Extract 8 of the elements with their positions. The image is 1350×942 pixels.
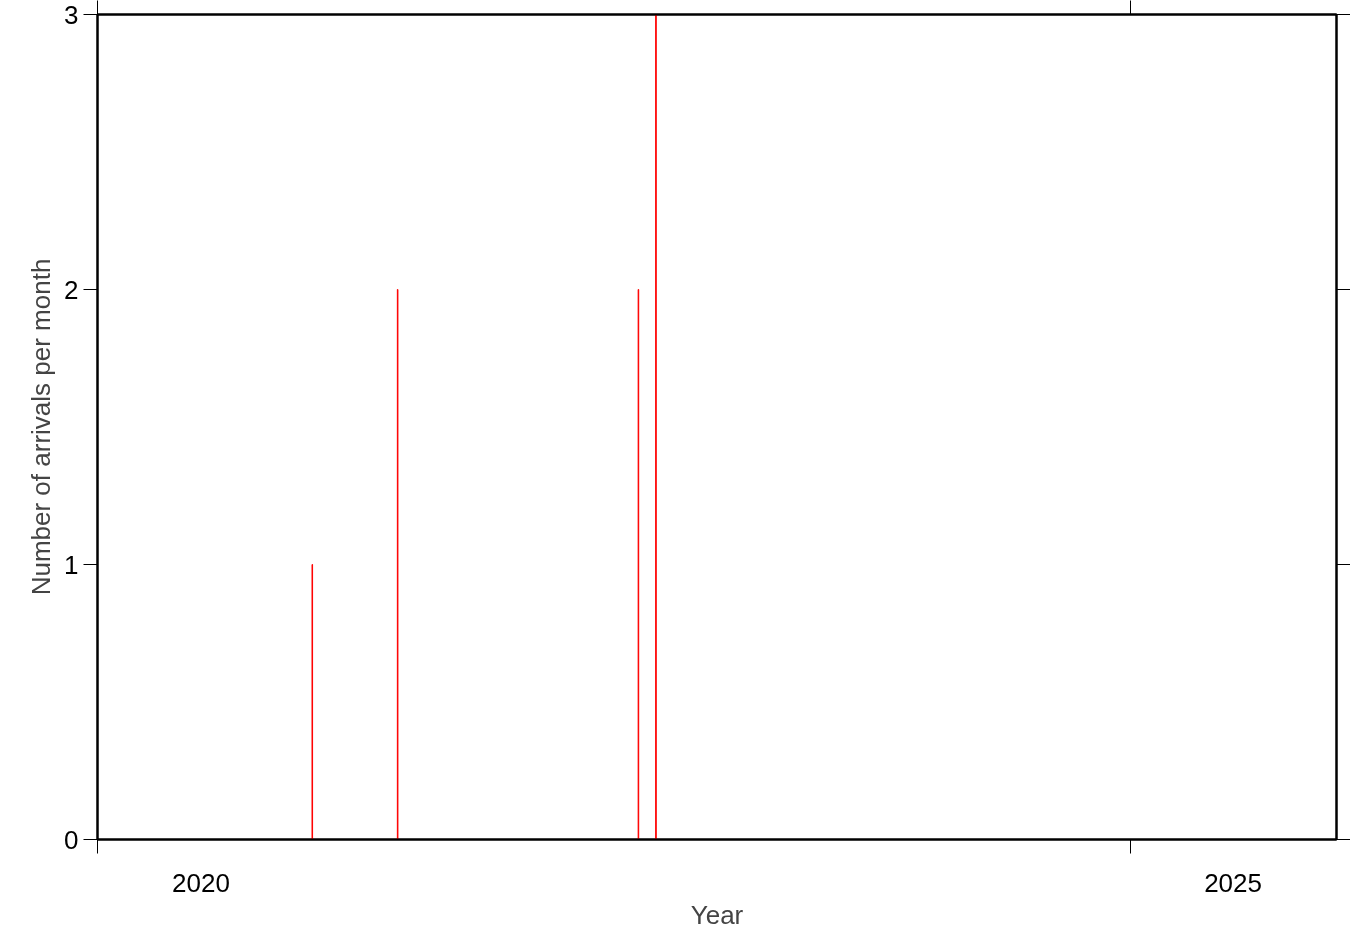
y-axis-title: Number of arrivals per month [26, 258, 57, 596]
x-axis-title: Year [690, 899, 744, 930]
y-tick-label: 2 [64, 274, 79, 305]
y-tick-label: 1 [64, 549, 79, 580]
x-tick-label: 2020 [172, 867, 230, 898]
y-tick-label: 0 [64, 824, 79, 855]
x-tick-label: 2025 [1204, 867, 1262, 898]
y-tick-label: 3 [64, 0, 79, 30]
